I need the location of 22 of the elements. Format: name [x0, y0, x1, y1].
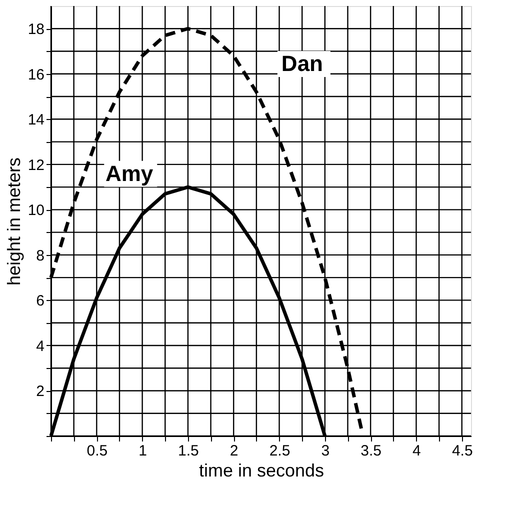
x-tick-label: 4	[412, 442, 421, 460]
x-tick-label: 1	[138, 442, 147, 460]
y-tick-label: 18	[28, 21, 44, 38]
x-tick-label: 3	[321, 442, 330, 460]
y-tick-label: 6	[36, 292, 44, 310]
x-tick-label: 0.5	[86, 442, 108, 460]
x-tick-label: 2.5	[269, 442, 290, 460]
y-tick-label: 10	[28, 202, 44, 220]
series-label: Amy	[105, 160, 154, 186]
y-tick-label: 14	[28, 112, 44, 129]
y-axis-title: height in meters	[4, 157, 24, 286]
x-tick-label: 1.5	[178, 442, 199, 460]
series-label: Dan	[281, 51, 323, 76]
x-tick-label: 3.5	[360, 442, 382, 460]
x-tick-label: 2	[230, 442, 238, 460]
y-tick-label: 8	[36, 247, 44, 264]
y-tick-label: 4	[36, 338, 44, 355]
y-tick-label: 16	[28, 66, 44, 84]
x-tick-label: 4.5	[452, 442, 473, 460]
x-axis-title: time in seconds	[198, 460, 324, 480]
y-tick-label: 12	[28, 156, 44, 174]
y-tick-label: 2	[36, 383, 44, 400]
